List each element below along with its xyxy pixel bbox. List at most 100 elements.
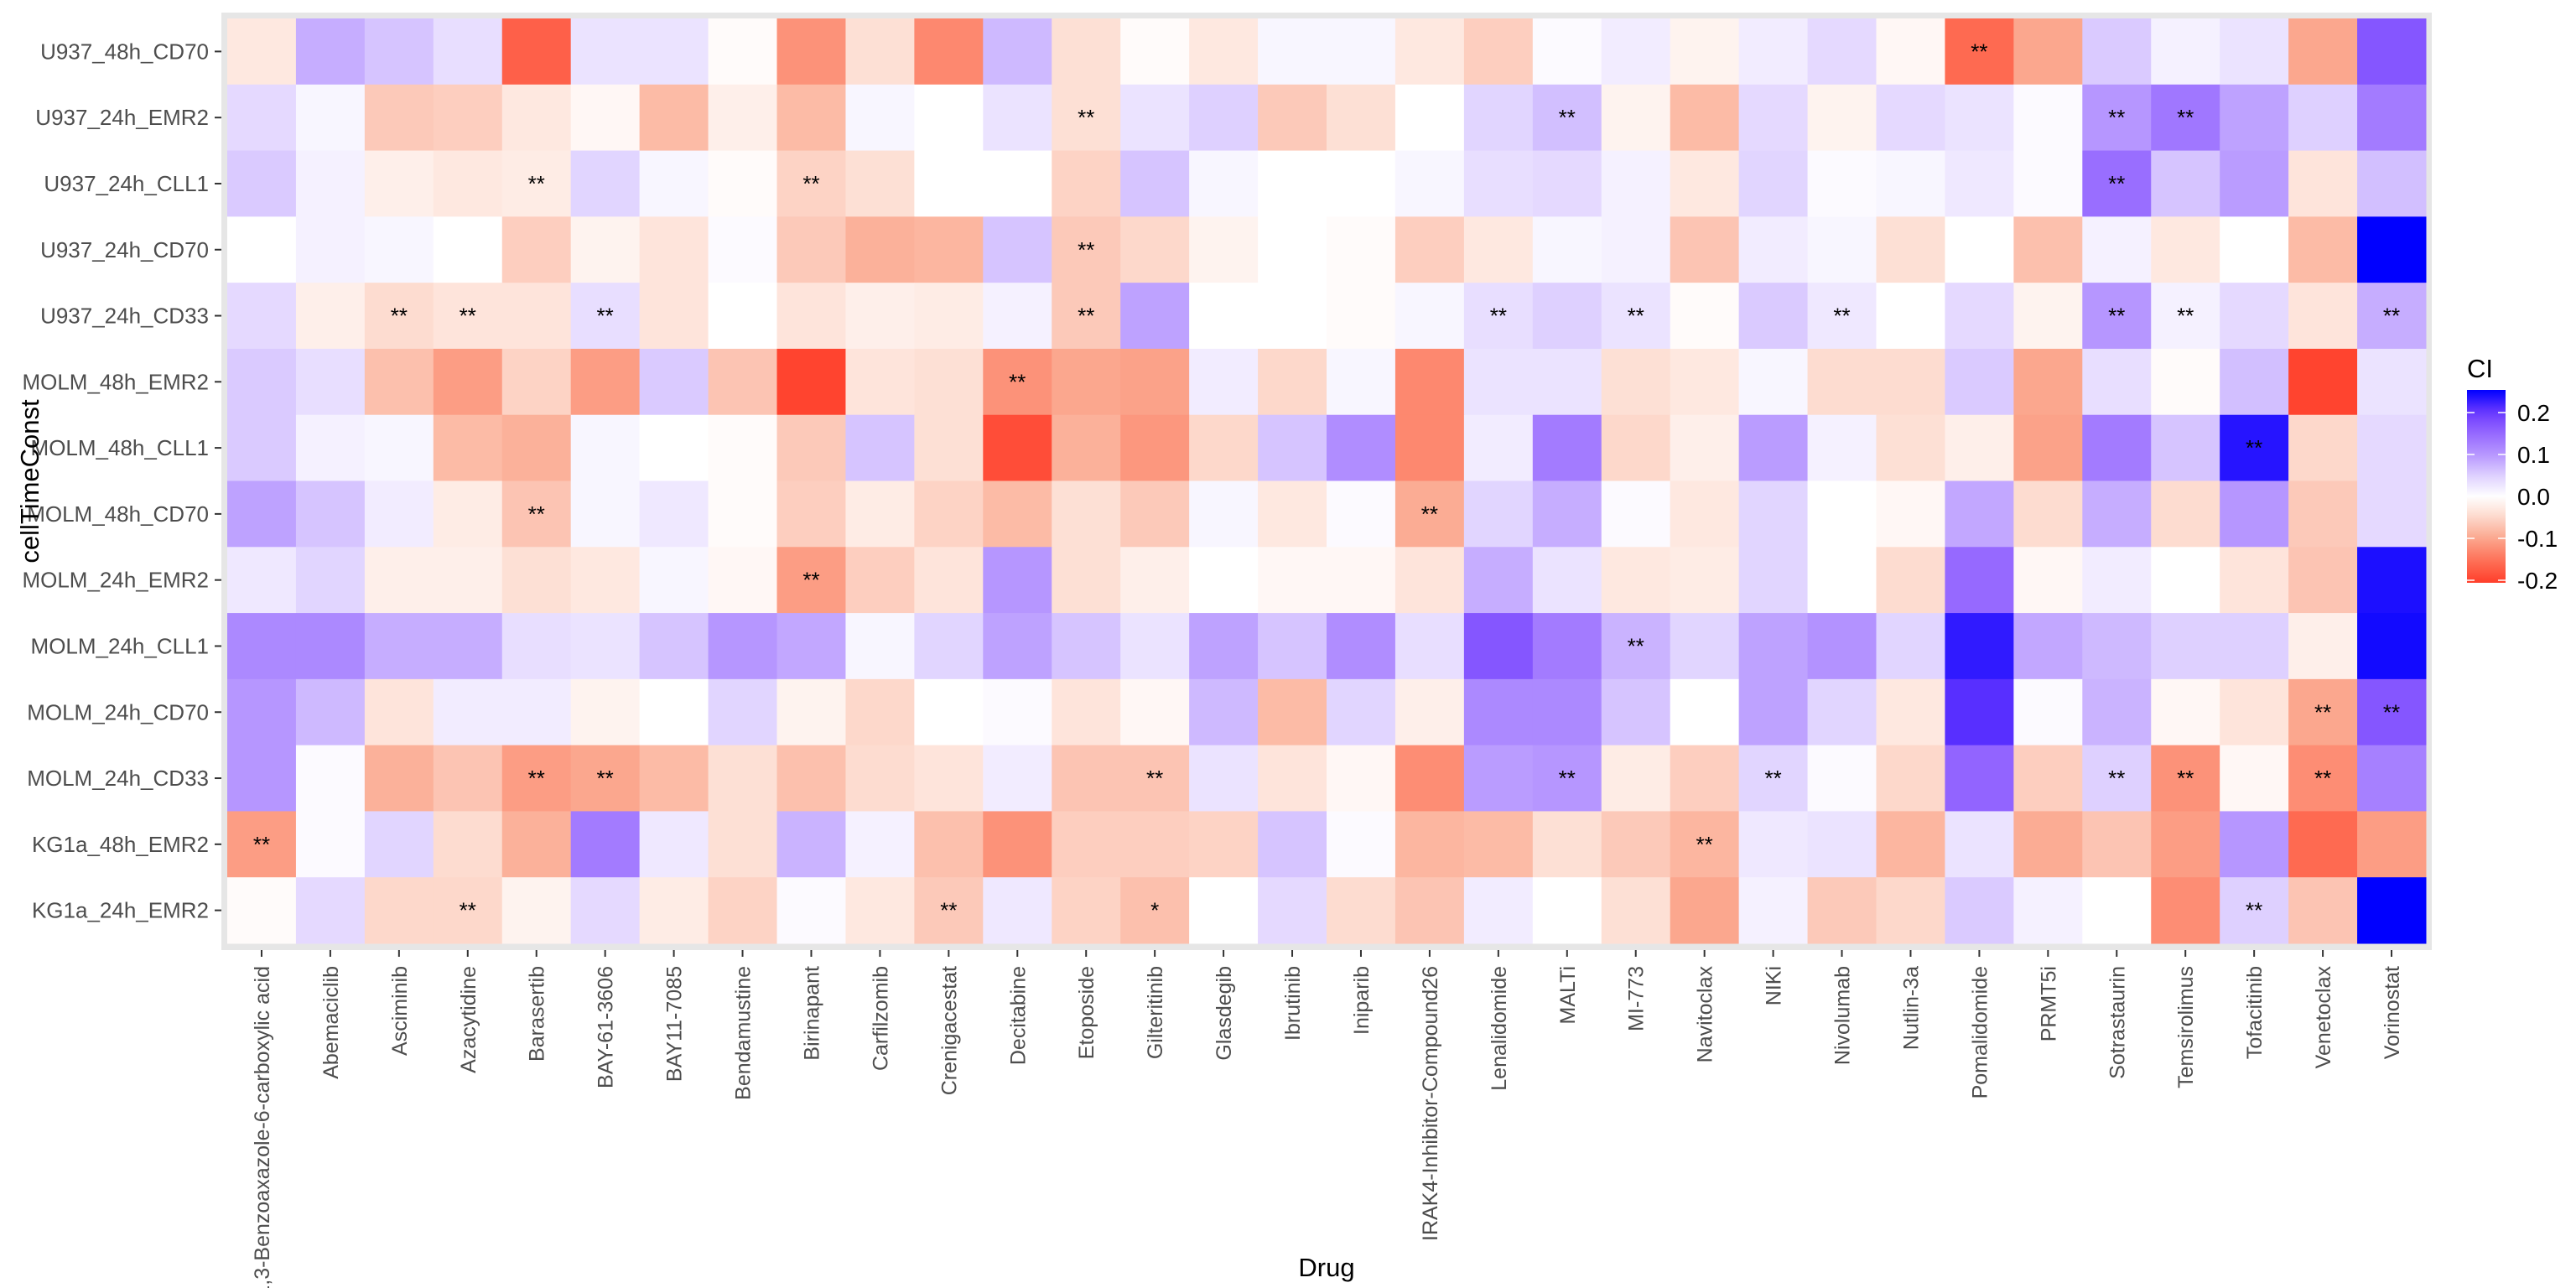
heatmap-cell [1945,613,2014,680]
significance-label: ** [1628,633,1644,658]
heatmap-cell [501,84,572,152]
heatmap-cell [1601,877,1671,944]
significance-label: ** [1628,304,1644,329]
heatmap-cell [2151,283,2220,350]
heatmap-cell [501,283,572,350]
heatmap-cell [2357,613,2427,680]
heatmap-cell [1394,811,1465,878]
heatmap-cell [570,414,641,481]
heatmap-cell [2288,150,2358,217]
heatmap-cell [983,150,1052,217]
x-tick-label: Temsirolimus [2174,966,2198,1088]
x-tick-label: Ibrutinib [1281,966,1305,1041]
x-tick-label: BAY-61-3606 [595,966,618,1088]
legend-title: CI [2467,354,2493,383]
heatmap-cell [1463,745,1534,812]
heatmap-cell [433,150,503,217]
heatmap-cell [1463,348,1534,416]
heatmap-cell [1738,283,1809,350]
significance-label: ** [1078,105,1094,130]
heatmap-cell [1120,348,1190,416]
heatmap-cell [1738,547,1809,614]
heatmap-cell [2082,480,2152,548]
heatmap-cell [1807,877,1877,944]
heatmap-cell [1258,547,1327,614]
heatmap-cell [1120,877,1190,944]
legend-tick-label: 0.1 [2517,442,2550,468]
heatmap-tiles [227,18,2427,944]
heatmap-cell [1670,877,1740,944]
heatmap-cell [1807,678,1877,746]
heatmap-cell [295,877,366,944]
x-tick-label: PRMT5i [2037,966,2060,1041]
heatmap-cell [2220,547,2289,614]
heatmap-cell [2220,150,2289,217]
y-tick-label: U937_48h_CD70 [40,39,209,64]
heatmap-cell [364,84,434,152]
heatmap-cell [1052,547,1121,614]
heatmap-cell [1189,547,1259,614]
heatmap-cell [570,348,641,416]
heatmap-cell [708,547,777,614]
significance-label: ** [1971,39,1987,64]
heatmap-cell [2013,877,2083,944]
significance-label: ** [597,766,614,791]
heatmap-cell [364,150,434,217]
heatmap-cell [1463,678,1534,746]
heatmap-cell [1532,811,1602,878]
y-axis-title: cellTimeConst [15,399,44,564]
x-tick-label: MALTi [1556,966,1580,1024]
x-tick-label: Vorinostat [2381,966,2404,1059]
heatmap-cell [2220,613,2289,680]
heatmap-cell [501,745,572,812]
heatmap-cell [639,480,709,548]
heatmap-cell [983,84,1052,152]
heatmap-cell [2013,216,2083,283]
heatmap-cell [1258,745,1327,812]
heatmap-cell [914,150,984,217]
heatmap-cell [1052,216,1121,283]
heatmap-cell [639,414,709,481]
heatmap-cell [1532,613,1602,680]
legend: CI 0.2 0.1 0.0 -0.1 -0.2 [2467,354,2558,594]
heatmap-cell [983,811,1052,878]
significance-label: ** [1559,105,1576,130]
heatmap-cell [845,613,915,680]
heatmap-cell [1532,414,1602,481]
heatmap-cell [501,613,572,680]
heatmap-cell [914,811,984,878]
heatmap-cell [227,613,297,680]
heatmap-cell [1670,84,1740,152]
heatmap-cell [2220,811,2289,878]
legend-tick-label: 0.0 [2517,484,2550,510]
heatmap-cell [1945,283,2014,350]
heatmap-cell [1670,216,1740,283]
heatmap-cell [227,877,297,944]
heatmap-cell [364,745,434,812]
heatmap-cell [914,678,984,746]
heatmap-cell [1052,745,1121,812]
heatmap-cell [1876,547,1945,614]
x-tick-label: Decitabine [1006,966,1030,1065]
heatmap-cell [227,283,297,350]
heatmap-cell [1738,480,1809,548]
x-tick-label: Crenigacestat [937,966,961,1095]
heatmap-cell [2013,811,2083,878]
heatmap-cell [1394,150,1465,217]
x-tick-label: Gilteritinib [1144,966,1167,1059]
heatmap-cell [1394,414,1465,481]
heatmap-cell [2151,613,2220,680]
x-tick-label: Bendamustine [732,966,756,1100]
heatmap-cell [914,547,984,614]
heatmap-cell [1945,877,2014,944]
heatmap-cell [2357,84,2427,152]
y-tick-label: MOLM_48h_CLL1 [31,435,209,460]
heatmap-cell [776,18,846,86]
heatmap-cell [1258,84,1327,152]
heatmap-cell [1258,150,1327,217]
heatmap-cell [983,480,1052,548]
heatmap-cell [2151,216,2220,283]
heatmap-cell [295,216,366,283]
x-tick-label: MI-773 [1625,966,1649,1031]
heatmap-cell [1670,18,1740,86]
